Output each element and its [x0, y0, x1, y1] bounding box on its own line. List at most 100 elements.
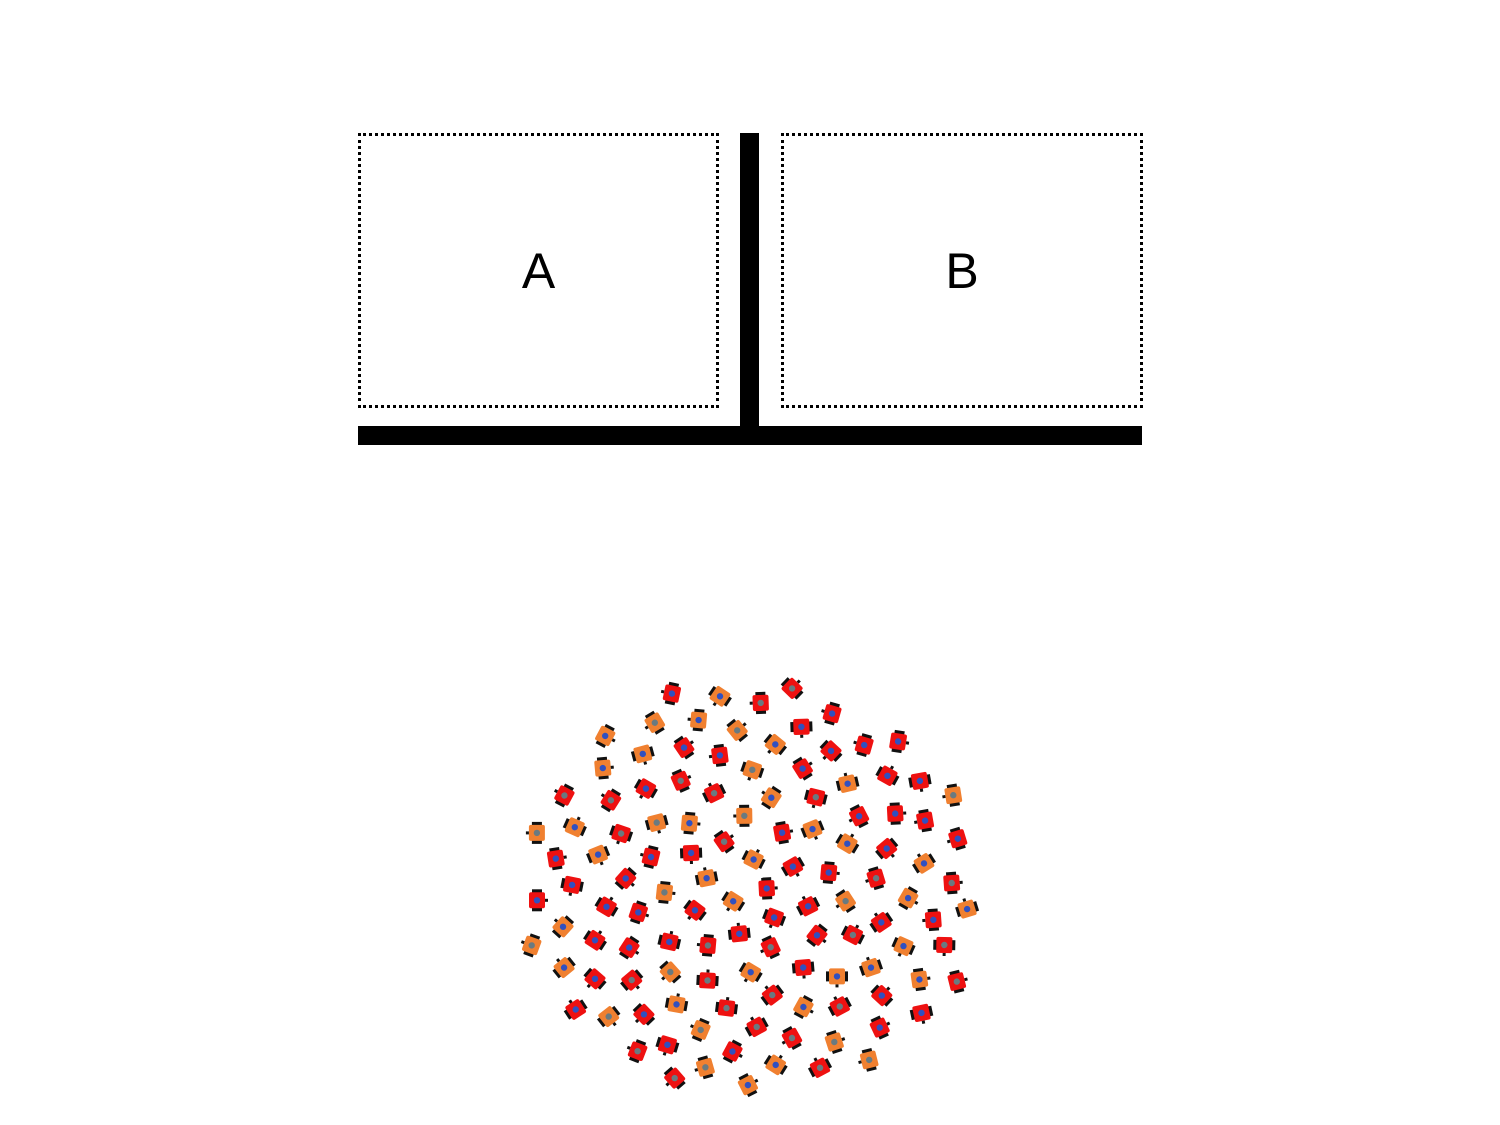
robot-center-marker	[702, 1064, 709, 1071]
red-robot	[807, 1057, 833, 1078]
robot-heading-marker	[914, 900, 919, 905]
robot-wheel	[850, 843, 860, 854]
robot-heading-marker	[725, 996, 730, 1001]
red-robot	[626, 1039, 648, 1064]
orange-robot	[912, 853, 936, 874]
robot-center-marker	[667, 968, 674, 976]
robot-heading-marker	[942, 794, 946, 799]
red-robot	[773, 820, 794, 845]
robot-center-marker	[842, 897, 849, 905]
robot-wheel	[726, 718, 737, 729]
robot-center-marker	[664, 1041, 671, 1049]
robot-heading-marker	[568, 999, 573, 1004]
orange-robot	[680, 811, 701, 835]
robot-heading-marker	[665, 1082, 670, 1087]
robot-heading-marker	[726, 907, 731, 912]
red-robot	[618, 935, 640, 960]
red-robot	[819, 739, 843, 763]
robot-heading-marker	[789, 829, 794, 833]
robot-heading-marker	[809, 1009, 814, 1014]
red-robot	[679, 844, 703, 865]
robot-wheel	[769, 951, 780, 960]
robot-wheel	[645, 1015, 656, 1026]
robot-wheel	[655, 1036, 663, 1048]
robot-wheel	[861, 1048, 873, 1055]
red-robot	[529, 889, 548, 912]
robot-center-marker	[804, 903, 812, 910]
robot-wheel	[619, 950, 630, 960]
robot-heading-marker	[712, 702, 717, 707]
red-robot	[889, 729, 910, 754]
robot-heading-marker	[801, 895, 806, 900]
orange-robot	[835, 889, 856, 914]
robot-heading-marker	[922, 918, 926, 923]
robot-heading-marker	[886, 1021, 891, 1026]
robot-heading-marker	[822, 939, 827, 944]
robot-center-marker	[716, 693, 724, 700]
robot-wheel	[628, 935, 640, 945]
robot-wheel	[629, 917, 641, 925]
robot-center-marker	[639, 750, 646, 758]
red-robot	[933, 936, 956, 957]
robot-heading-marker	[903, 811, 907, 815]
robot-wheel	[888, 837, 899, 848]
robot-wheel	[614, 880, 625, 890]
robot-wheel	[760, 1017, 769, 1028]
robot-heading-marker	[781, 1040, 786, 1045]
robot-center-marker	[772, 1061, 779, 1069]
target-region-a: A	[358, 133, 719, 408]
robot-heading-marker	[635, 950, 640, 955]
robot-wheel	[672, 1042, 680, 1053]
robot-wheel	[761, 800, 772, 810]
orange-robot	[594, 756, 614, 780]
robot-center-marker	[622, 875, 629, 882]
orange-robot	[694, 1055, 715, 1080]
robot-center-marker	[647, 853, 655, 861]
red-robot	[803, 787, 828, 809]
region-b-label: B	[945, 242, 979, 299]
robot-heading-marker	[689, 740, 694, 745]
robot-wheel	[697, 1055, 709, 1062]
robot-wheel	[664, 699, 676, 706]
robot-heading-marker	[778, 1054, 783, 1059]
robot-heading-marker	[706, 969, 710, 973]
robot-heading-marker	[644, 725, 649, 730]
robot-wheel	[762, 908, 770, 920]
robot-center-marker	[744, 1081, 752, 1089]
robot-heading-marker	[610, 765, 614, 769]
robot-wheel	[757, 767, 765, 779]
orange-robot	[721, 891, 746, 912]
robot-wheel	[647, 845, 659, 852]
robot-center-marker	[872, 875, 880, 882]
robot-heading-marker	[660, 689, 665, 694]
red-robot	[708, 743, 729, 767]
robot-wheel	[757, 858, 766, 869]
robot-center-marker	[916, 976, 923, 983]
robot-heading-marker	[747, 776, 752, 781]
robot-heading-marker	[800, 734, 804, 738]
robot-heading-marker	[669, 930, 674, 935]
robot-center-marker	[800, 964, 807, 971]
robot-wheel	[763, 1054, 773, 1066]
red-robot	[758, 877, 778, 900]
robot-wheel	[678, 785, 690, 793]
robot-center-marker	[572, 1006, 579, 1013]
orange-robot	[741, 849, 766, 870]
robot-center-marker	[950, 792, 957, 799]
robot-wheel	[722, 1055, 734, 1064]
robot-center-marker	[827, 747, 835, 755]
robot-center-marker	[798, 723, 805, 730]
robot-wheel	[884, 912, 894, 923]
red-robot	[673, 735, 695, 760]
robot-wheel	[649, 787, 658, 799]
red-robot	[696, 934, 717, 957]
orange-robot	[800, 819, 825, 840]
robot-wheel	[721, 891, 730, 902]
robot-wheel	[663, 1066, 674, 1077]
robot-wheel	[875, 849, 885, 860]
robot-center-marker	[533, 829, 541, 837]
robot-wheel	[791, 1041, 802, 1051]
robot-wheel	[826, 971, 830, 982]
robot-center-marker	[892, 810, 899, 817]
robot-heading-marker	[545, 898, 548, 902]
